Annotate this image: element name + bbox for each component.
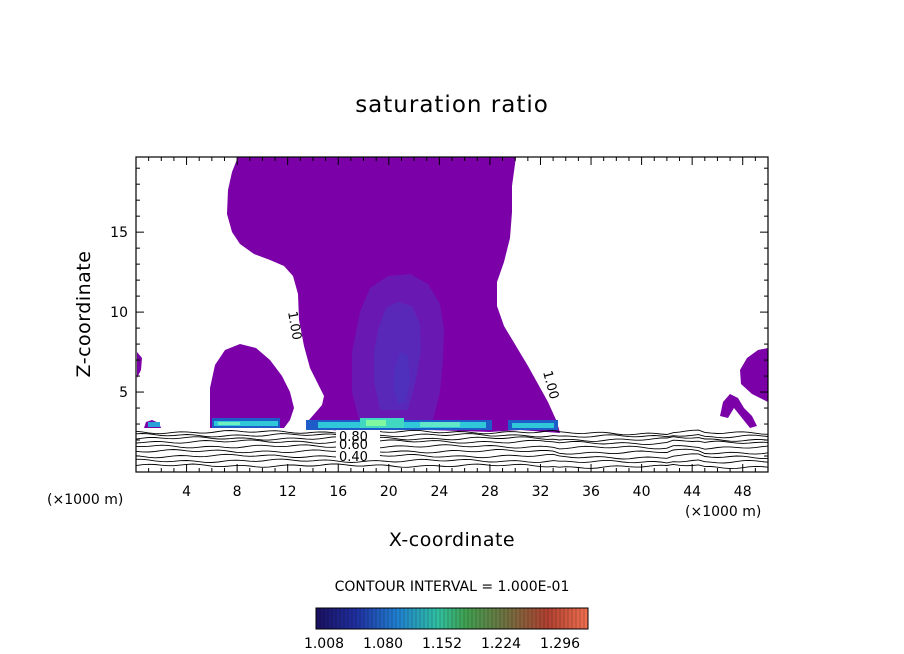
supersaturated-region-left-strip xyxy=(137,352,142,378)
colorbar: 1.008 1.080 1.152 1.224 1.296 xyxy=(304,607,589,652)
y-tick-label: 5 xyxy=(119,385,128,401)
x-tick-label: 32 xyxy=(532,484,550,500)
x-axis-unit-left: (×1000 m) xyxy=(47,492,123,508)
x-axis-ticks: 4 8 12 16 20 24 28 32 36 40 44 48 xyxy=(148,157,756,500)
contour-label-0-80: 0.80 xyxy=(339,430,368,445)
colorbar-tick-5: 1.296 xyxy=(540,636,580,652)
supersaturated-region-right-blob xyxy=(720,394,757,428)
surface-contour-line xyxy=(136,458,769,464)
x-tick-label: 36 xyxy=(582,484,600,500)
x-tick-label: 4 xyxy=(182,484,191,500)
surface-contour-line xyxy=(135,444,769,450)
surface-contour-line xyxy=(135,429,769,436)
surface-contour-line xyxy=(135,439,769,446)
contour-label-0-60: 0.60 xyxy=(339,438,368,453)
surface-band xyxy=(148,418,558,430)
plot-area: 1.00 1.00 0.80 0.60 0.40 xyxy=(135,156,769,473)
colorbar-tick-2: 1.080 xyxy=(363,636,403,652)
x-tick-label: 44 xyxy=(683,484,701,500)
colorbar-tick-3: 1.152 xyxy=(422,636,462,652)
x-tick-label: 40 xyxy=(633,484,651,500)
surface-contour-lines xyxy=(135,429,769,470)
y-axis-label: Z-coordinate xyxy=(73,251,95,378)
x-tick-label: 28 xyxy=(481,484,499,500)
x-tick-label: 12 xyxy=(279,484,297,500)
x-tick-label: 8 xyxy=(233,484,242,500)
surface-contour-line xyxy=(135,463,769,470)
surface-contour-line xyxy=(135,453,768,460)
x-tick-label: 24 xyxy=(430,484,448,500)
x-axis-label: X-coordinate xyxy=(389,529,515,551)
y-tick-label: 15 xyxy=(110,225,128,241)
colorbar-tick-1: 1.008 xyxy=(304,636,344,652)
x-tick-label: 20 xyxy=(380,484,398,500)
colorbar-tick-4: 1.224 xyxy=(481,636,521,652)
surface-contour-line xyxy=(135,433,769,439)
x-axis-unit-right: (×1000 m) xyxy=(685,504,761,520)
y-tick-label: 10 xyxy=(110,305,128,321)
contour-label-1-00-left: 1.00 xyxy=(284,310,304,341)
core-region-deep xyxy=(394,352,410,404)
contour-label-1-00-right: 1.00 xyxy=(539,369,561,401)
contour-label-0-40: 0.40 xyxy=(339,450,368,465)
surface-contour-line xyxy=(135,448,769,455)
surface-contour-line xyxy=(135,436,769,442)
y-axis-ticks: 5 10 15 xyxy=(110,167,768,457)
x-tick-label: 48 xyxy=(734,484,752,500)
supersaturated-region-left-lobe xyxy=(210,344,294,428)
chart-title: saturation ratio xyxy=(355,92,549,118)
contour-interval-note: CONTOUR INTERVAL = 1.000E-01 xyxy=(335,579,570,595)
supersaturated-region-right-edge xyxy=(740,348,768,402)
x-tick-label: 16 xyxy=(329,484,347,500)
